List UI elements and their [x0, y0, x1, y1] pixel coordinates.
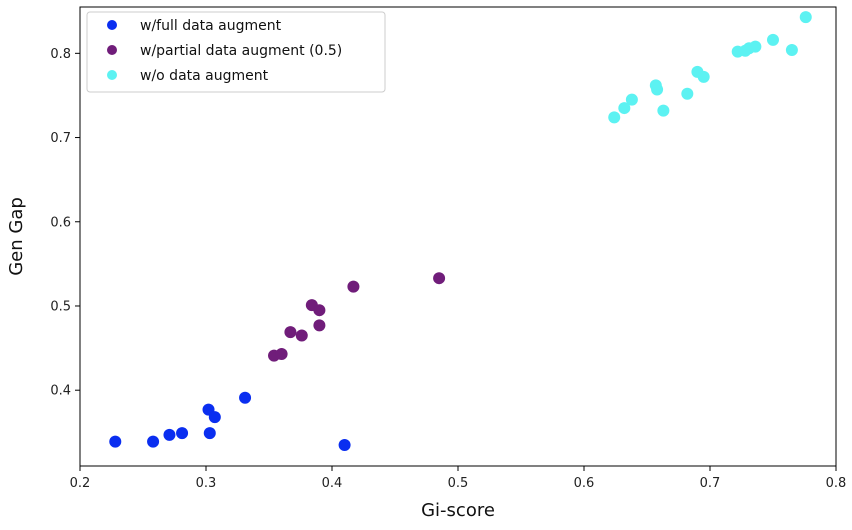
y-tick-label: 0.7 — [50, 131, 71, 146]
data-point-series-1 — [313, 304, 326, 317]
legend-label-partial-augment: w/partial data augment (0.5) — [140, 43, 342, 59]
data-point-series-0 — [208, 411, 221, 424]
legend-label-full-augment: w/full data augment — [140, 18, 282, 34]
data-point-series-1 — [275, 347, 288, 360]
x-tick-label: 0.4 — [322, 476, 343, 491]
legend-box — [86, 11, 386, 93]
y-tick-label: 0.5 — [50, 299, 71, 314]
legend: w/full data augment w/partial data augme… — [86, 11, 386, 93]
data-point-series-1 — [295, 329, 308, 342]
x-tick-label: 0.8 — [826, 476, 847, 491]
x-tick-label: 0.6 — [574, 476, 595, 491]
data-point-series-2 — [767, 33, 779, 46]
x-tick-label: 0.3 — [196, 476, 217, 491]
data-point-series-0 — [239, 391, 252, 404]
data-point-series-0 — [163, 428, 176, 441]
data-point-series-0 — [109, 435, 122, 448]
legend-marker-partial-augment — [107, 45, 117, 55]
y-tick-label: 0.8 — [50, 47, 71, 62]
x-tick-label: 0.7 — [700, 476, 721, 491]
data-points — [109, 11, 812, 451]
data-point-series-2 — [618, 102, 631, 115]
x-axis-title: Gi-score — [421, 500, 495, 521]
legend-label-no-augment: w/o data augment — [140, 68, 269, 84]
data-point-series-2 — [625, 93, 638, 106]
data-point-series-1 — [284, 326, 297, 339]
data-point-series-0 — [203, 427, 216, 440]
data-point-series-0 — [338, 438, 351, 451]
data-point-series-2 — [697, 70, 710, 83]
data-point-series-1 — [313, 319, 326, 332]
x-axis-ticks: 0.2 0.3 0.4 0.5 0.6 0.7 0.8 — [70, 466, 847, 491]
data-point-series-0 — [176, 427, 189, 440]
x-tick-label: 0.2 — [70, 476, 91, 491]
data-point-series-1 — [433, 272, 446, 285]
y-axis-ticks: 0.4 0.5 0.6 0.7 0.8 — [50, 47, 80, 399]
data-point-series-2 — [785, 43, 798, 56]
data-point-series-2 — [651, 83, 664, 96]
data-point-series-2 — [749, 40, 762, 53]
legend-marker-full-augment — [107, 20, 117, 30]
data-point-series-2 — [799, 11, 812, 24]
data-point-series-2 — [608, 111, 621, 124]
legend-marker-no-augment — [107, 70, 117, 80]
y-tick-label: 0.4 — [50, 384, 71, 399]
data-point-series-2 — [681, 87, 694, 100]
y-axis-title: Gen Gap — [6, 197, 27, 276]
y-tick-label: 0.6 — [50, 215, 71, 230]
data-point-series-0 — [147, 435, 160, 448]
data-point-series-1 — [347, 280, 360, 293]
data-point-series-2 — [657, 104, 670, 117]
x-tick-label: 0.5 — [448, 476, 469, 491]
